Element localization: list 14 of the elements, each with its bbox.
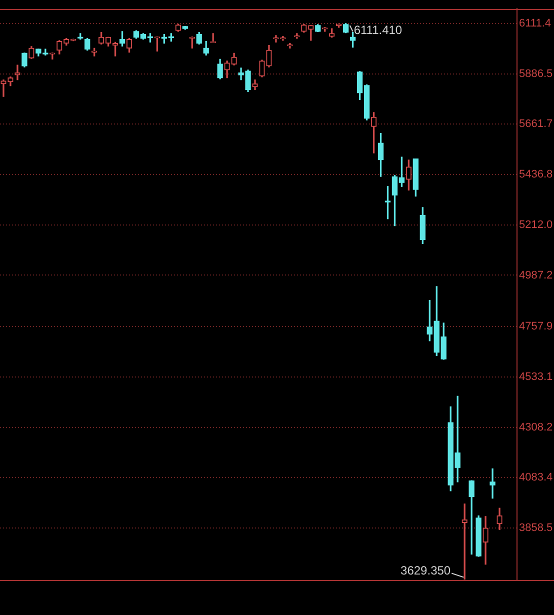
y-tick-label: 4757.9 xyxy=(519,320,553,333)
y-tick-label: 4083.4 xyxy=(519,472,553,484)
y-tick-label: 3858.5 xyxy=(519,522,553,534)
y-tick-label: 4308.2 xyxy=(519,421,553,434)
y-tick-label: 6111.4 xyxy=(519,18,552,30)
annotation: 6111.410 xyxy=(354,22,402,37)
y-tick-label: 5661.7 xyxy=(519,118,553,130)
y-tick-label: 5436.8 xyxy=(519,168,553,181)
candlestick xyxy=(490,468,496,499)
y-tick-label: 4987.2 xyxy=(519,269,553,282)
y-tick-label: 5212.0 xyxy=(519,218,553,231)
y-tick-label: 5886.5 xyxy=(519,68,553,80)
y-tick-label: 4533.1 xyxy=(519,370,553,383)
annotation: 3629.350 xyxy=(400,564,451,578)
